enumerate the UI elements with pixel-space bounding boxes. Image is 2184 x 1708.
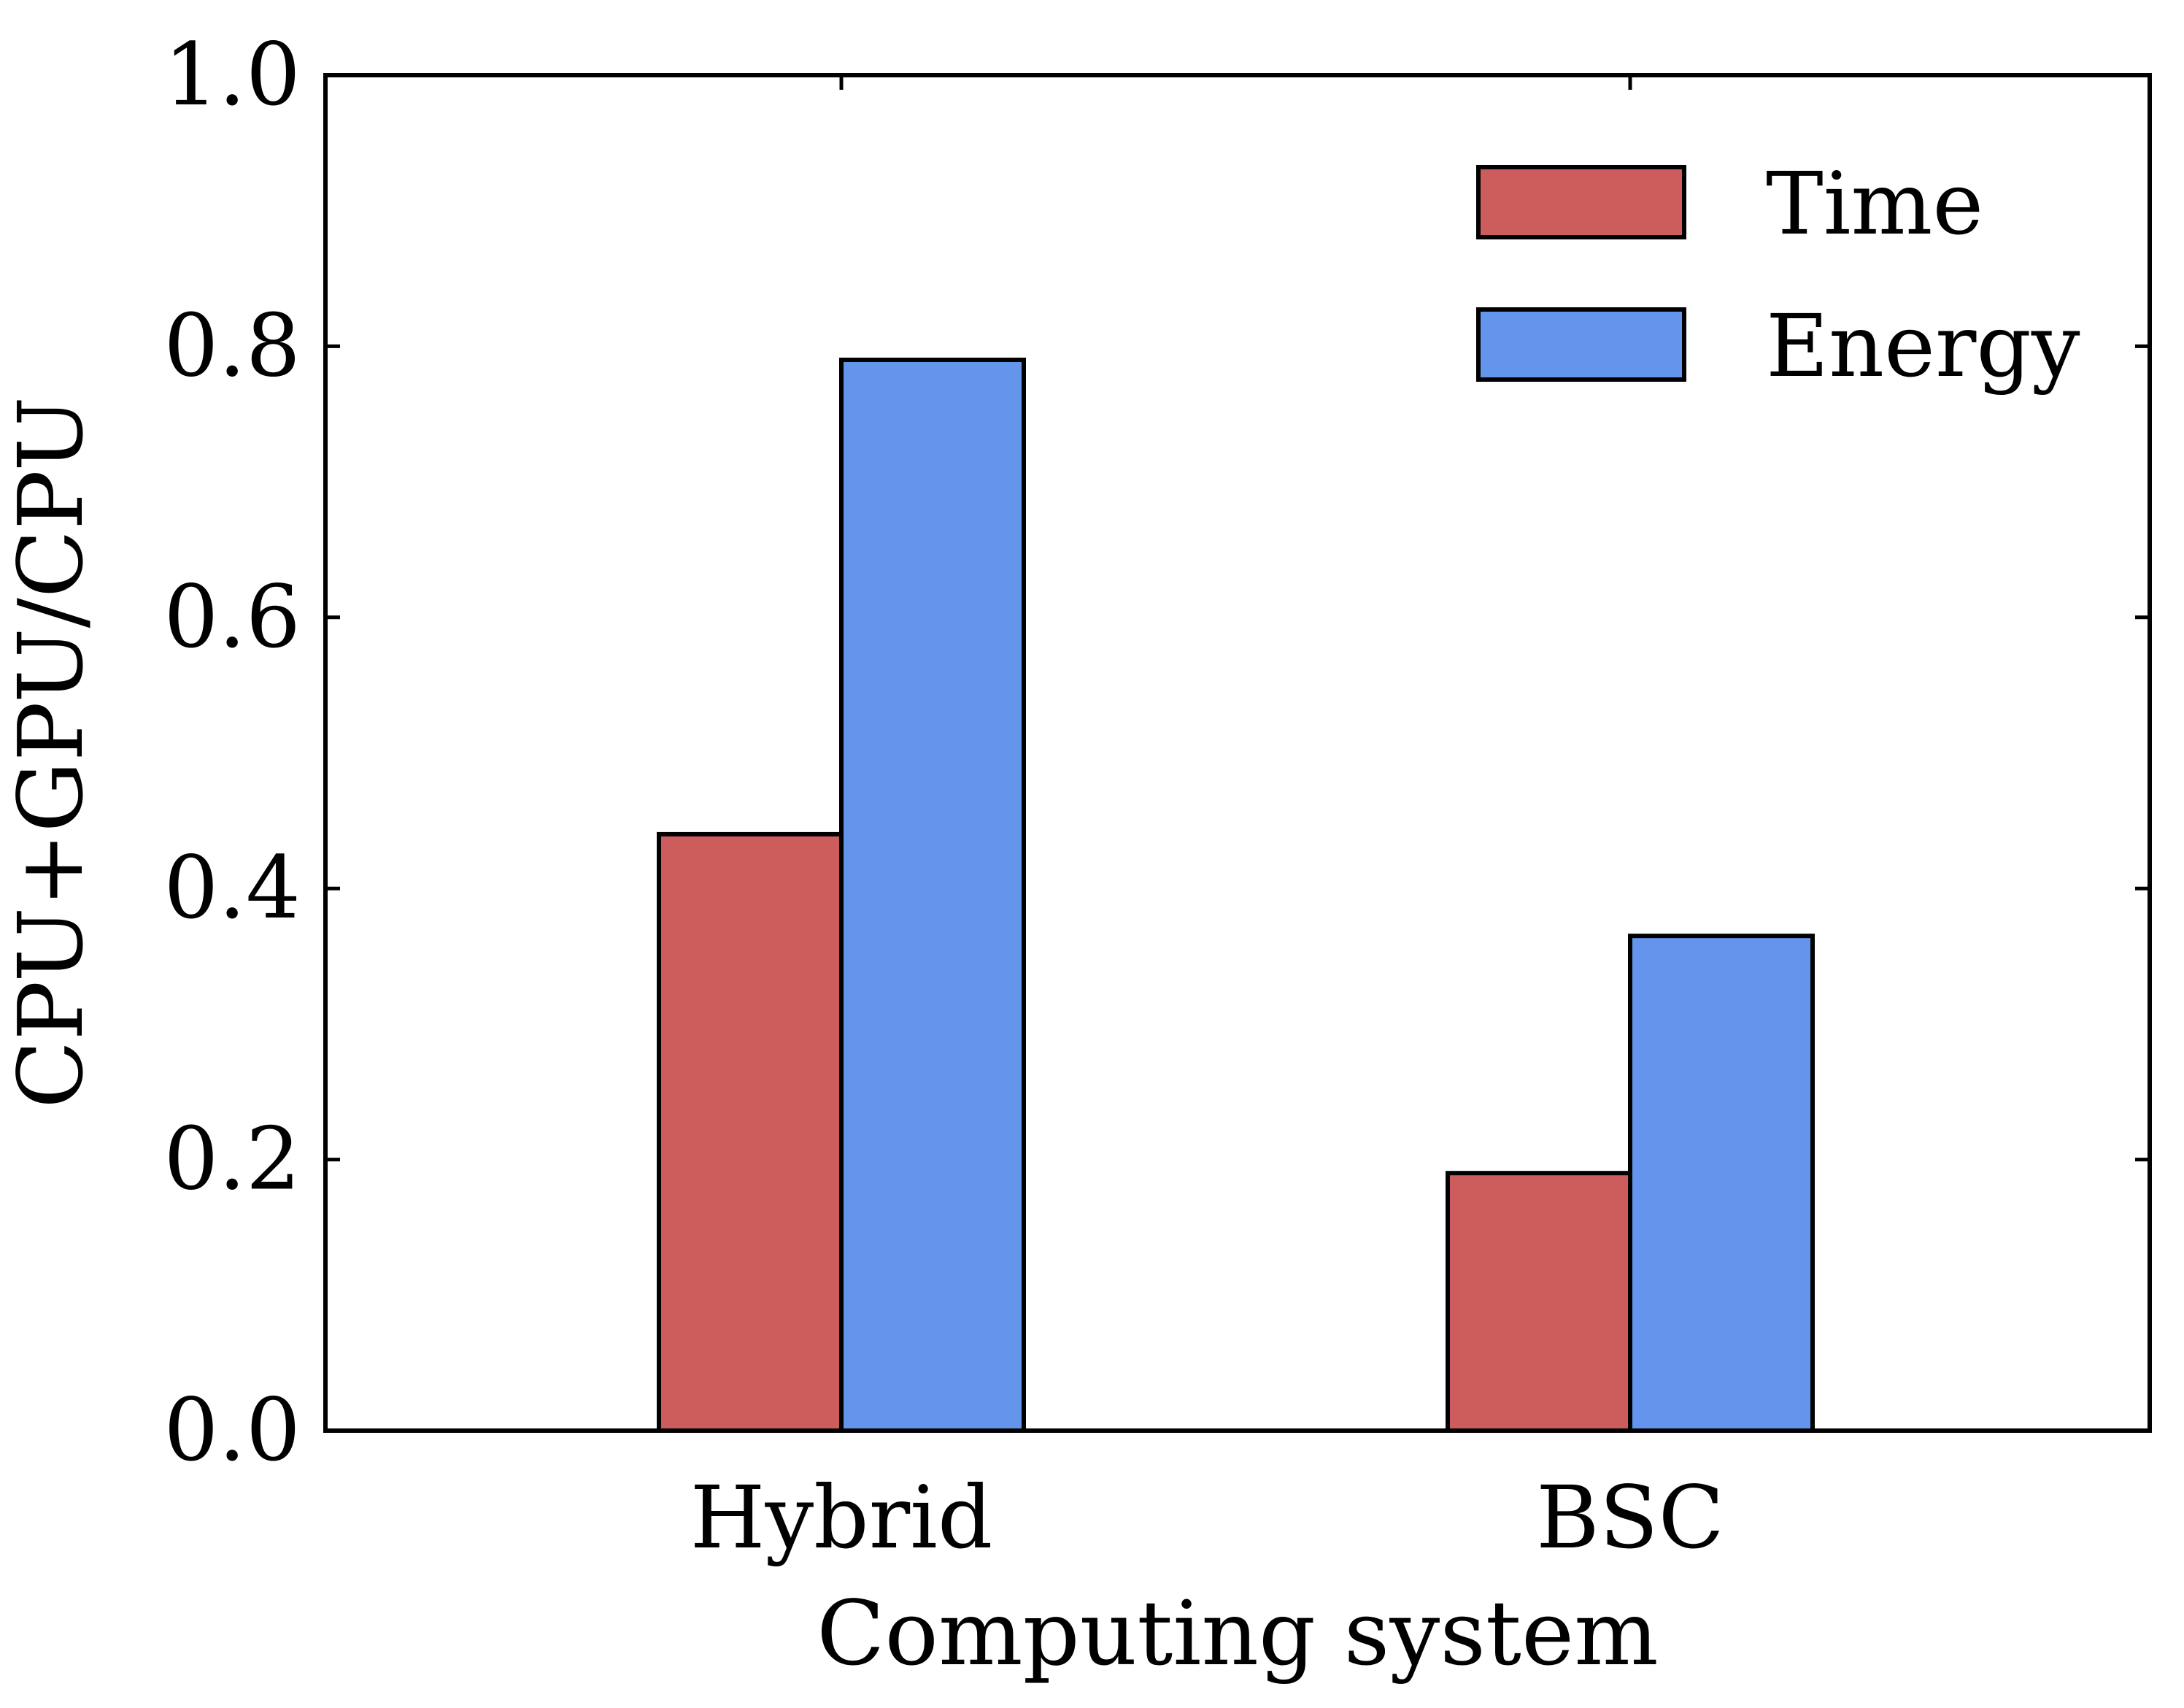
tick-labels-group: 0.0 0.2 0.4 0.6 0.8 1.0 Hybrid BSC [163, 24, 1724, 1568]
legend-label-energy: Energy [1766, 296, 2080, 396]
bars-group [657, 357, 1815, 1434]
y-tick-label: 0.0 [163, 1380, 301, 1480]
y-tick-label: 0.6 [163, 566, 301, 667]
legend-swatch-time [1476, 165, 1686, 239]
y-tick-label: 0.8 [163, 295, 301, 396]
y-tick-label: 0.2 [163, 1109, 301, 1209]
y-tick-label: 1.0 [163, 24, 301, 125]
bar-energy-hybrid [839, 357, 1026, 1434]
bar-energy-bsc [1628, 934, 1815, 1433]
ticks-group [325, 73, 2150, 1433]
y-tick-label: 0.4 [163, 837, 301, 938]
legend-swatch-energy [1476, 307, 1686, 382]
x-tick-label: BSC [1536, 1467, 1724, 1568]
bar-time-bsc [1446, 1171, 1632, 1434]
x-axis-label: Computing system [817, 1582, 1659, 1685]
x-tick-label: Hybrid [690, 1467, 993, 1568]
legend: Time Energy [1476, 153, 2080, 396]
plot-area-frame [323, 73, 2152, 1433]
y-axis-label: CPU+GPU/CPU [0, 396, 103, 1109]
legend-label-time: Time [1766, 153, 1983, 254]
bar-time-hybrid [657, 831, 844, 1434]
